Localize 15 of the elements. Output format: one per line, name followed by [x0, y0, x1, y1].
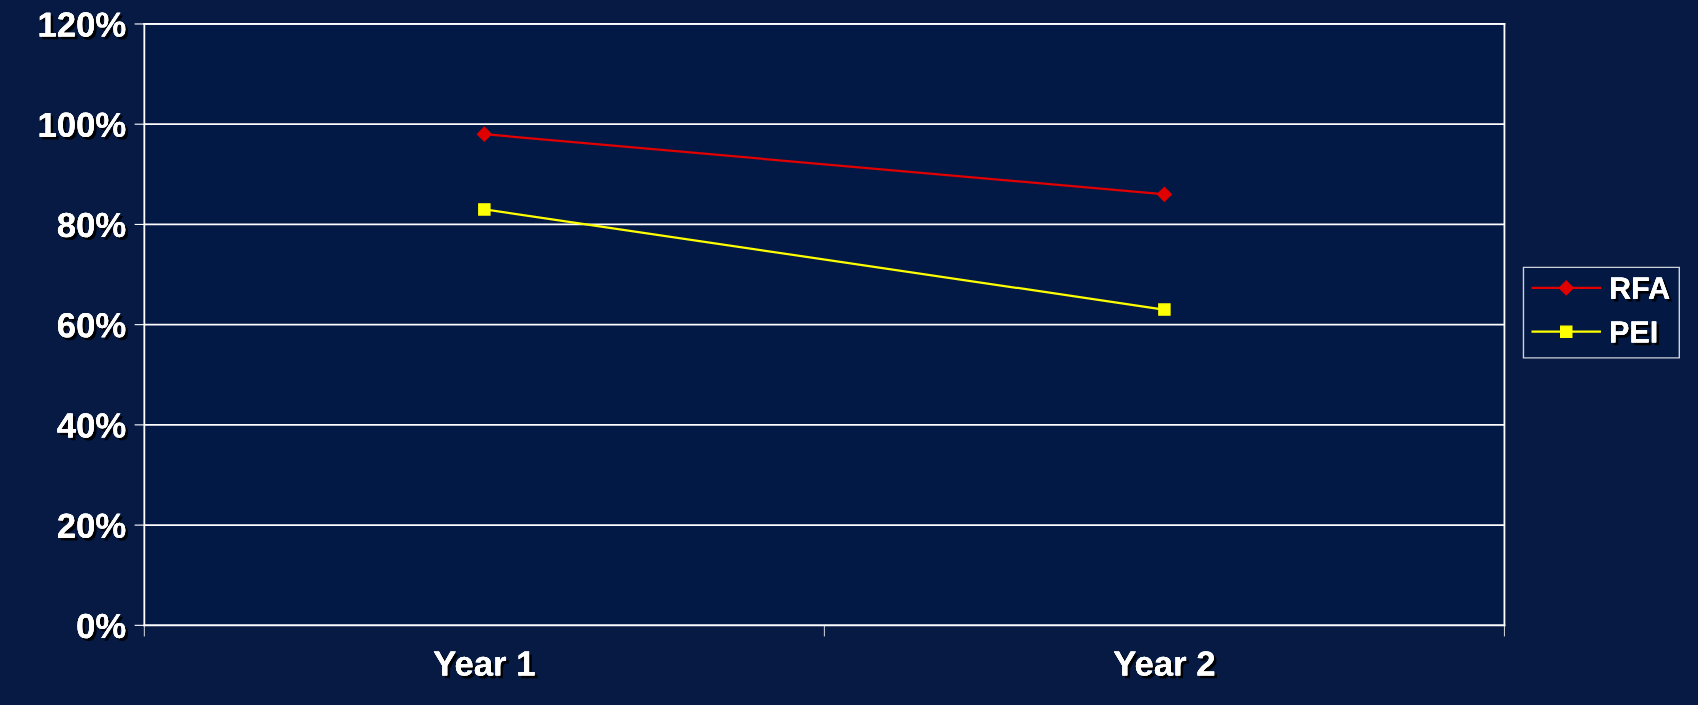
point: [476, 126, 492, 142]
legend-label: PEI: [1611, 321, 1660, 346]
y-tick-label: 120%: [39, 12, 129, 40]
point: [1158, 303, 1171, 316]
x-tick-label: Year 1: [433, 651, 538, 679]
point: [1156, 186, 1172, 202]
legend-label: RFA: [1611, 277, 1673, 302]
x-tick-label: Year 2: [1113, 651, 1217, 679]
point: [478, 203, 491, 216]
y-tick-label: 20%: [57, 513, 129, 541]
y-tick-label: 100%: [39, 112, 129, 140]
y-tick-label: 60%: [58, 312, 129, 341]
y-tick-label: 40%: [57, 413, 129, 441]
y-tick-label: 0%: [77, 613, 129, 642]
y-tick-label: 80%: [57, 212, 129, 241]
